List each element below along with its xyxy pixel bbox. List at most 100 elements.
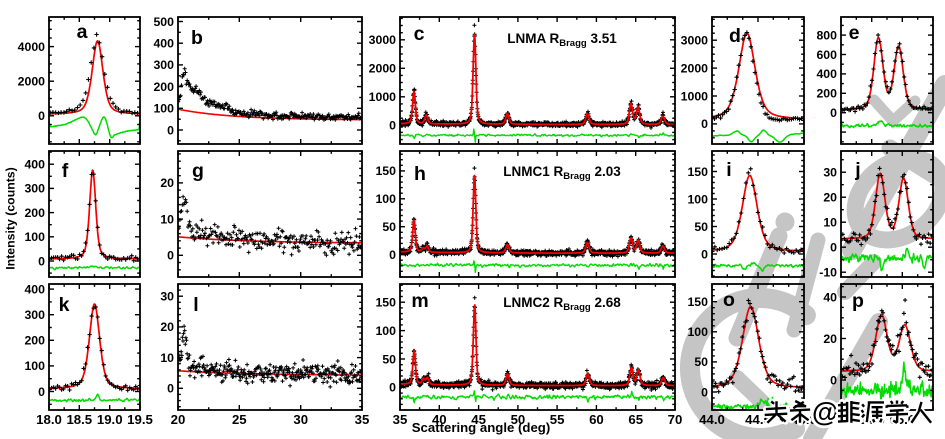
svg-text:60: 60 (589, 412, 604, 427)
svg-text:100: 100 (687, 192, 708, 206)
svg-text:0: 0 (167, 382, 174, 396)
svg-text:35: 35 (393, 412, 408, 427)
svg-text:800: 800 (816, 28, 837, 42)
svg-text:500: 500 (153, 15, 174, 29)
svg-text:h: h (414, 163, 426, 185)
svg-text:0: 0 (38, 385, 45, 399)
svg-text:200: 200 (816, 87, 837, 101)
svg-text:300: 300 (24, 182, 45, 196)
svg-text:600: 600 (816, 48, 837, 62)
svg-text:100: 100 (24, 359, 45, 373)
svg-text:25: 25 (232, 412, 247, 427)
svg-text:LNMC1 RBragg 2.03: LNMC1 RBragg 2.03 (503, 164, 621, 182)
svg-text:40: 40 (432, 412, 447, 427)
svg-text:150: 150 (687, 295, 708, 309)
svg-text:18.5: 18.5 (66, 412, 92, 427)
svg-text:f: f (62, 160, 69, 182)
svg-text:300: 300 (24, 308, 45, 322)
svg-text:p: p (852, 290, 864, 312)
svg-text:65: 65 (628, 412, 643, 427)
svg-text:10: 10 (823, 216, 837, 230)
svg-text:300: 300 (153, 58, 174, 72)
svg-text:b: b (191, 27, 203, 49)
svg-text:o: o (723, 289, 735, 311)
svg-text:150: 150 (687, 165, 708, 179)
svg-text:0: 0 (167, 123, 174, 137)
svg-text:50: 50 (511, 412, 526, 427)
svg-text:0: 0 (701, 117, 708, 131)
svg-text:3000: 3000 (369, 33, 397, 47)
svg-text:-10: -10 (819, 266, 837, 280)
svg-text:0: 0 (389, 119, 396, 133)
svg-text:100: 100 (375, 324, 396, 338)
svg-text:2000: 2000 (18, 75, 46, 89)
svg-text:20: 20 (823, 191, 837, 205)
svg-text:e: e (849, 22, 860, 44)
svg-text:@: @ (812, 397, 838, 427)
svg-text:2000: 2000 (681, 61, 709, 75)
svg-text:1000: 1000 (369, 90, 397, 104)
svg-text:200: 200 (24, 334, 45, 348)
svg-text:m: m (411, 290, 428, 312)
svg-text:19.0: 19.0 (97, 412, 123, 427)
svg-text:j: j (854, 159, 860, 181)
svg-text:0: 0 (38, 254, 45, 268)
svg-text:0: 0 (701, 247, 708, 261)
svg-text:200: 200 (153, 80, 174, 94)
svg-text:100: 100 (375, 192, 396, 206)
svg-text:30: 30 (293, 412, 308, 427)
svg-text:50: 50 (694, 220, 708, 234)
svg-text:200: 200 (24, 206, 45, 220)
svg-text:0: 0 (701, 385, 708, 399)
svg-text:100: 100 (153, 102, 174, 116)
svg-text:30: 30 (823, 166, 837, 180)
svg-text:20: 20 (823, 332, 837, 346)
svg-text:20: 20 (171, 412, 186, 427)
svg-text:400: 400 (816, 67, 837, 81)
svg-text:2000: 2000 (369, 62, 397, 76)
svg-text:400: 400 (24, 282, 45, 296)
svg-text:44.0: 44.0 (699, 412, 725, 427)
svg-text:100: 100 (24, 230, 45, 244)
svg-text:Scattering angle (deg): Scattering angle (deg) (412, 420, 551, 435)
svg-text:100: 100 (687, 325, 708, 339)
svg-text:55: 55 (550, 412, 565, 427)
svg-text:Intensity (counts): Intensity (counts) (4, 167, 18, 269)
svg-text:50: 50 (382, 220, 396, 234)
svg-text:4000: 4000 (18, 40, 46, 54)
svg-text:d: d (729, 25, 741, 47)
svg-text:0: 0 (830, 373, 837, 387)
svg-text:150: 150 (375, 164, 396, 178)
svg-text:10: 10 (160, 212, 174, 226)
svg-text:0: 0 (830, 241, 837, 255)
svg-text:a: a (77, 21, 88, 43)
svg-text:c: c (414, 23, 425, 45)
svg-text:g: g (192, 160, 204, 182)
svg-text:0: 0 (389, 248, 396, 262)
svg-text:45: 45 (471, 412, 486, 427)
svg-text:19.5: 19.5 (127, 412, 153, 427)
svg-text:l: l (193, 294, 198, 316)
svg-text:35: 35 (355, 412, 370, 427)
svg-text:40: 40 (823, 290, 837, 304)
svg-text:i: i (726, 159, 731, 181)
svg-text:10: 10 (160, 351, 174, 365)
svg-text:LNMC2 RBragg 2.68: LNMC2 RBragg 2.68 (503, 295, 621, 313)
svg-text:400: 400 (24, 158, 45, 172)
svg-text:70: 70 (668, 412, 683, 427)
svg-text:20: 20 (160, 320, 174, 334)
svg-text:150: 150 (375, 296, 396, 310)
svg-text:0: 0 (830, 106, 837, 120)
svg-text:50: 50 (382, 352, 396, 366)
svg-text:k: k (59, 294, 70, 316)
svg-text:400: 400 (153, 37, 174, 51)
svg-text:0: 0 (389, 381, 396, 395)
svg-text:1000: 1000 (681, 89, 709, 103)
svg-text:50: 50 (694, 355, 708, 369)
svg-text:0: 0 (38, 109, 45, 123)
svg-text:3000: 3000 (681, 34, 709, 48)
svg-text:18.0: 18.0 (36, 412, 62, 427)
svg-text:LNMA RBragg 3.51: LNMA RBragg 3.51 (507, 31, 617, 49)
svg-text:20: 20 (160, 176, 174, 190)
svg-text:30: 30 (160, 290, 174, 304)
